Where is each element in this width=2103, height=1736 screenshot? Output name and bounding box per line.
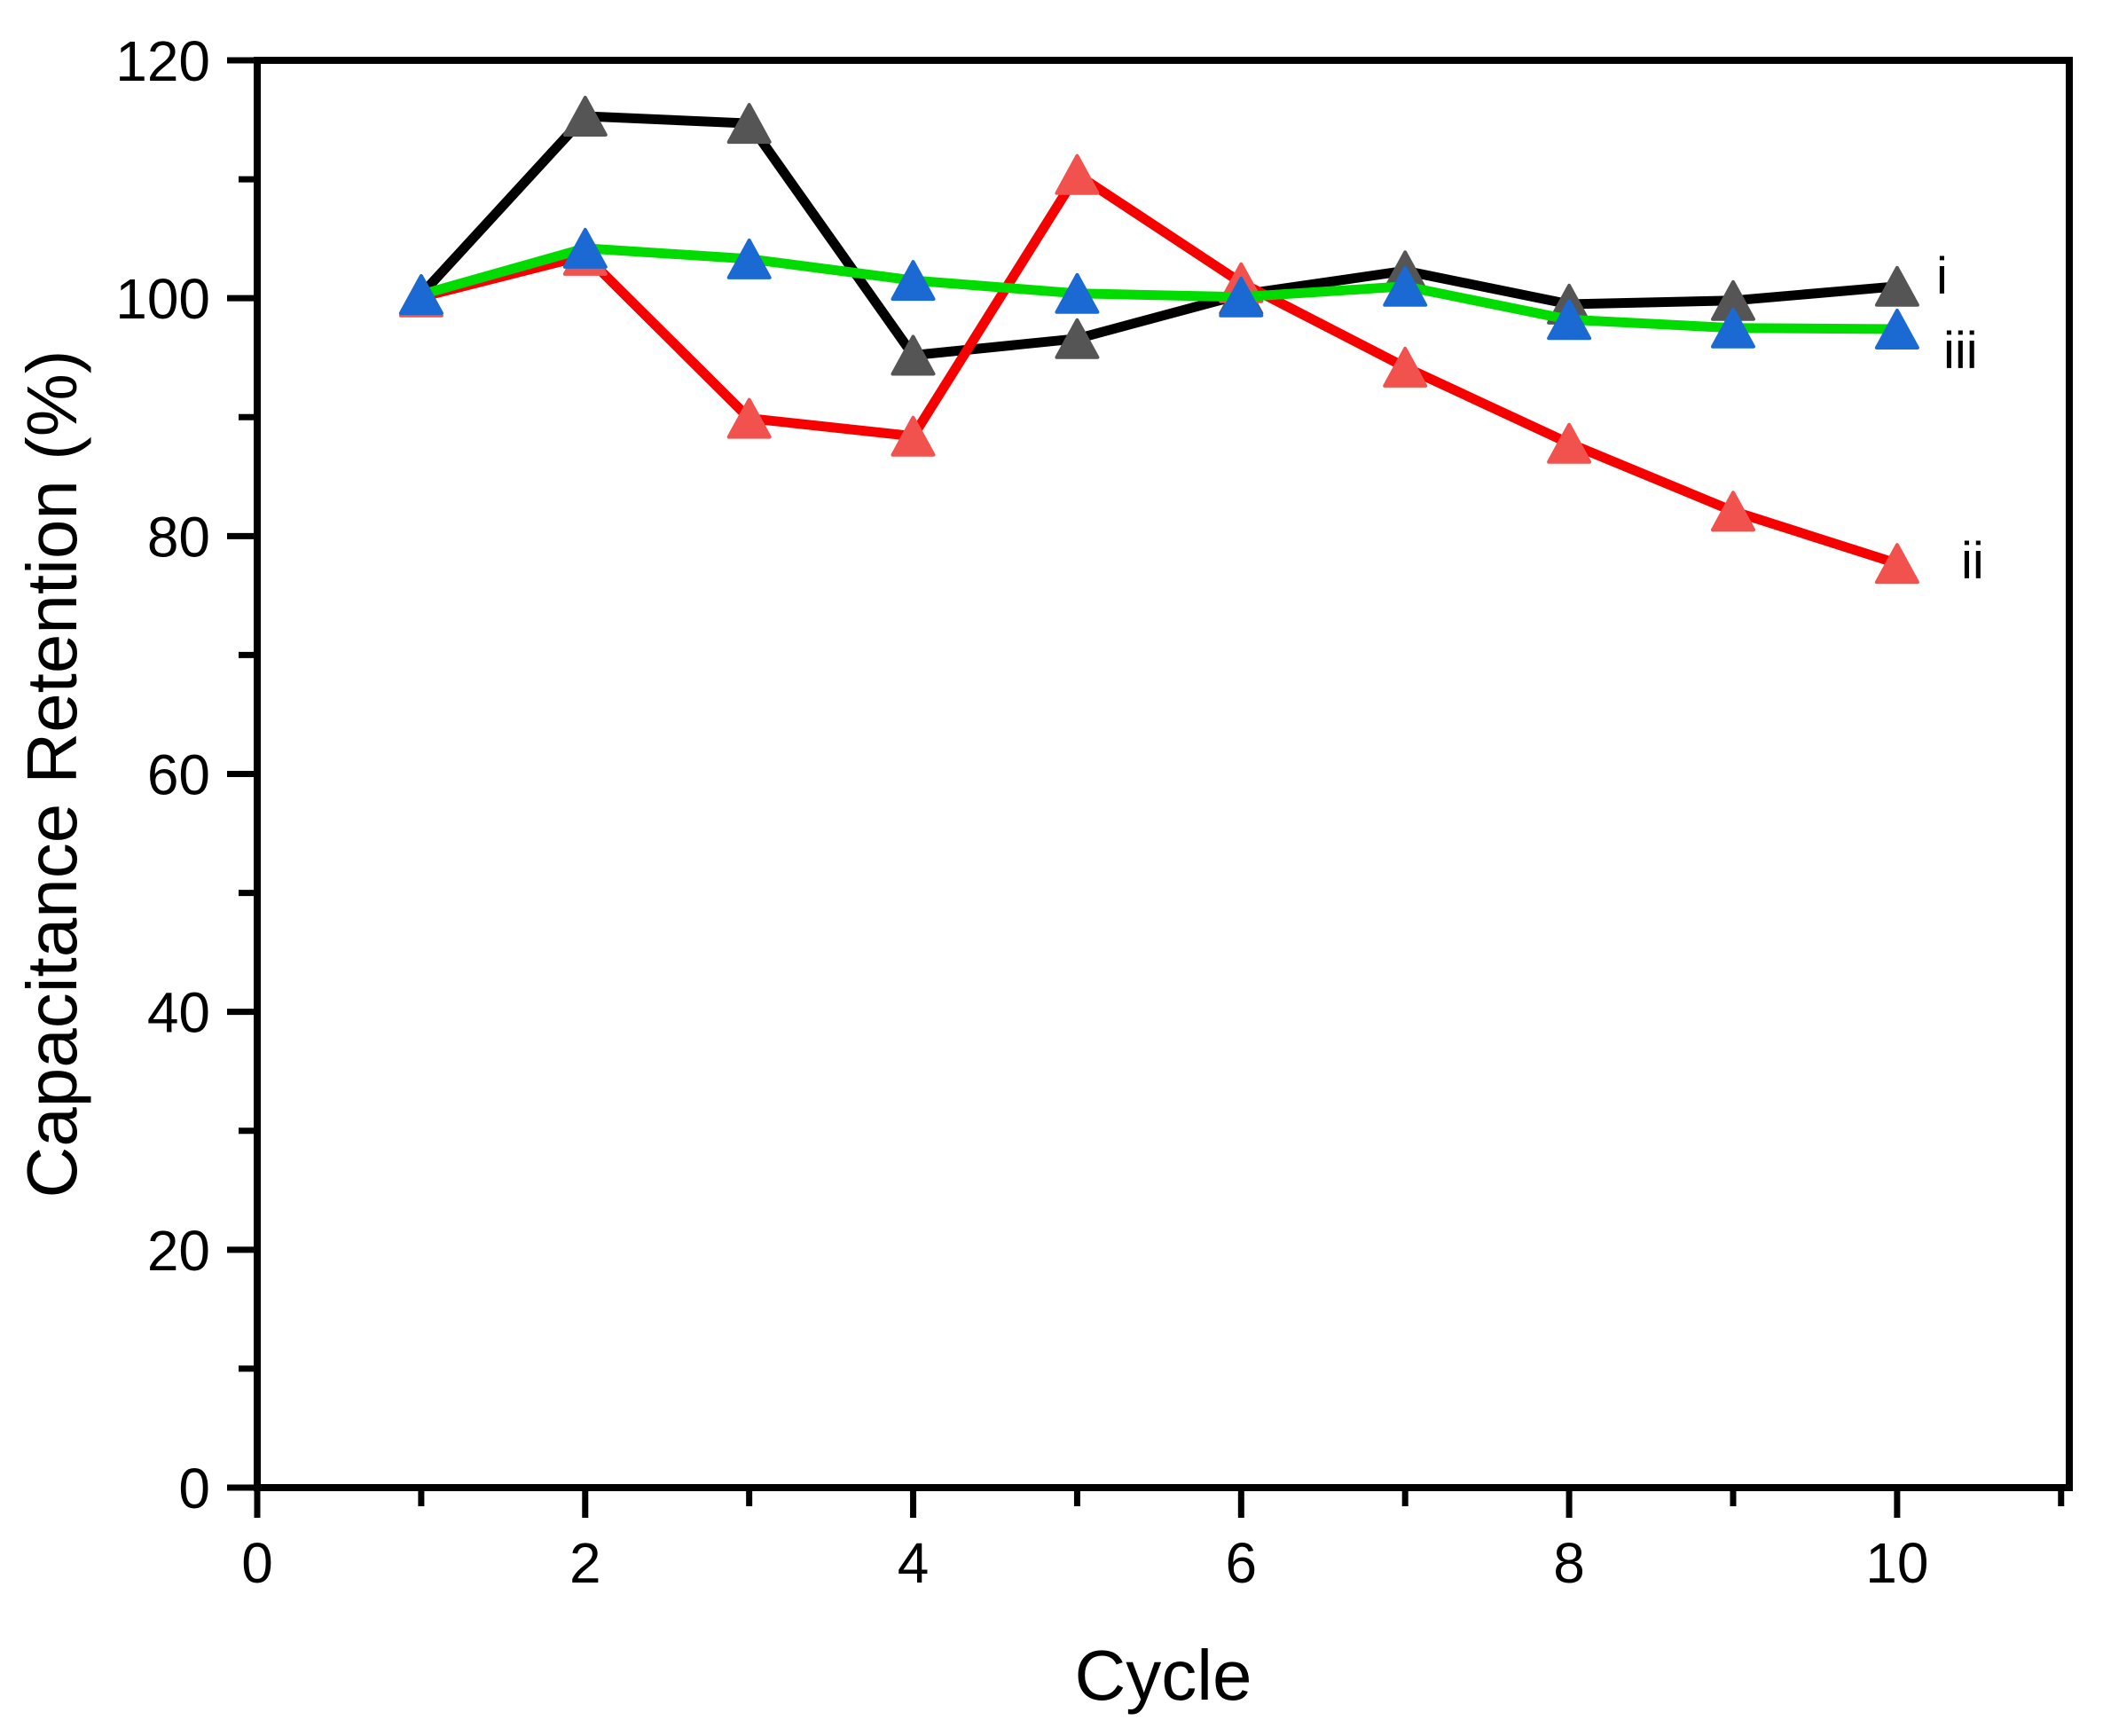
y-tick-label: 40 — [147, 981, 210, 1045]
y-tick-label: 20 — [147, 1219, 210, 1283]
series-marker-iii — [562, 227, 608, 269]
series-line-i — [416, 111, 1903, 360]
series-marker-ii — [891, 415, 936, 457]
data-series-layer — [398, 96, 1919, 585]
x-axis-title: Cycle — [1074, 1636, 1252, 1715]
series-line-iii — [416, 243, 1903, 334]
series-marker-iii — [726, 238, 772, 279]
series-marker-iii — [1219, 276, 1264, 318]
series-marker-ii — [1055, 153, 1100, 195]
series-label-i: i — [1936, 247, 1948, 305]
x-tick-label: 0 — [241, 1531, 273, 1595]
x-tick-label: 8 — [1553, 1531, 1585, 1595]
series-label-iii: iii — [1943, 322, 1978, 380]
x-tick-label: 6 — [1226, 1531, 1258, 1595]
series-marker-iii — [1874, 309, 1919, 350]
series-line-ii — [416, 169, 1903, 569]
y-tick-label: 100 — [115, 267, 210, 331]
y-axis-title: Capacitance Retention (%) — [12, 350, 91, 1198]
x-tick-label: 10 — [1865, 1531, 1928, 1595]
y-tick-label: 0 — [178, 1457, 210, 1520]
y-tick-label: 60 — [147, 743, 210, 807]
series-marker-ii — [1874, 543, 1919, 585]
series-marker-iii — [1055, 272, 1100, 314]
series-marker-i — [1055, 318, 1100, 359]
y-tick-label: 80 — [147, 505, 210, 569]
series-marker-i — [1874, 265, 1919, 307]
series-marker-iii — [1711, 307, 1755, 349]
series-marker-ii — [1547, 422, 1592, 464]
series-marker-ii — [1711, 491, 1755, 532]
series-marker-iii — [398, 274, 443, 316]
series-marker-iii — [891, 260, 936, 302]
x-tick-label: 4 — [898, 1531, 930, 1595]
series-marker-iii — [1547, 299, 1592, 341]
series-marker-ii — [726, 397, 772, 439]
series-label-ii: ii — [1961, 532, 1984, 590]
x-tick-label: 2 — [569, 1531, 601, 1595]
series-marker-iii — [1383, 265, 1428, 307]
plot-frame — [254, 57, 2073, 1491]
series-marker-i — [562, 96, 608, 137]
y-tick-label: 120 — [115, 29, 210, 93]
series-marker-i — [891, 334, 936, 376]
series-marker-ii — [1383, 346, 1428, 388]
series-marker-i — [726, 103, 772, 145]
